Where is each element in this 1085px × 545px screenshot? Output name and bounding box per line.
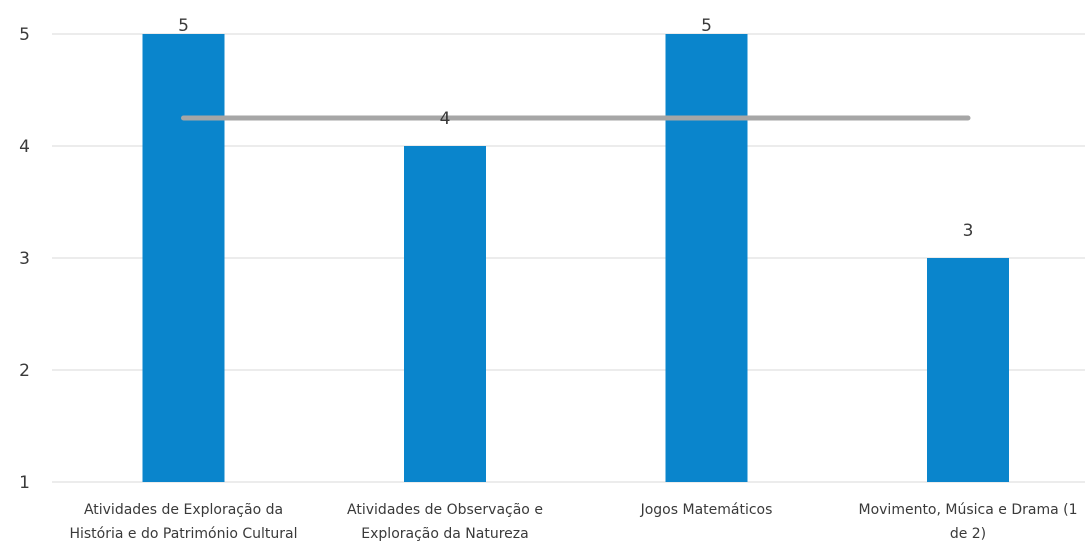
x-category-label: Movimento, Música e Drama (1 de 2) — [859, 502, 1078, 542]
x-category-label: Jogos Matemáticos — [640, 502, 773, 518]
data-label: 5 — [178, 16, 189, 36]
x-category-label-line: Jogos Matemáticos — [640, 502, 773, 518]
x-category-label-line: de 2) — [950, 526, 986, 542]
data-label: 3 — [963, 221, 974, 241]
data-label: 5 — [701, 16, 712, 36]
x-category-label-line: Atividades de Exploração da — [84, 502, 283, 518]
bar-2 — [404, 146, 486, 482]
data-labels: 5 4 5 3 — [178, 16, 973, 241]
x-category-label-line: Atividades de Observação e — [347, 502, 543, 518]
y-tick-label: 4 — [19, 137, 30, 157]
y-tick-label: 5 — [19, 25, 30, 45]
x-axis-category-labels: Atividades de Exploração da História e do… — [69, 502, 1077, 542]
x-category-label-line: Movimento, Música e Drama (1 — [859, 502, 1078, 518]
bar-4 — [927, 258, 1009, 482]
x-category-label: Atividades de Observação e Exploração da … — [347, 502, 543, 542]
x-category-label: Atividades de Exploração da História e do… — [69, 502, 297, 542]
y-tick-label: 2 — [19, 361, 30, 381]
x-category-label-line: História e do Património Cultural — [69, 526, 297, 542]
y-tick-label: 1 — [19, 473, 30, 493]
data-label: 4 — [440, 109, 451, 129]
bars — [142, 34, 1009, 482]
bar-1 — [142, 34, 225, 482]
x-category-label-line: Exploração da Natureza — [361, 526, 528, 542]
y-axis-tick-labels: 1 2 3 4 5 — [19, 25, 30, 493]
y-tick-label: 3 — [19, 249, 30, 269]
bar-3 — [665, 34, 748, 482]
